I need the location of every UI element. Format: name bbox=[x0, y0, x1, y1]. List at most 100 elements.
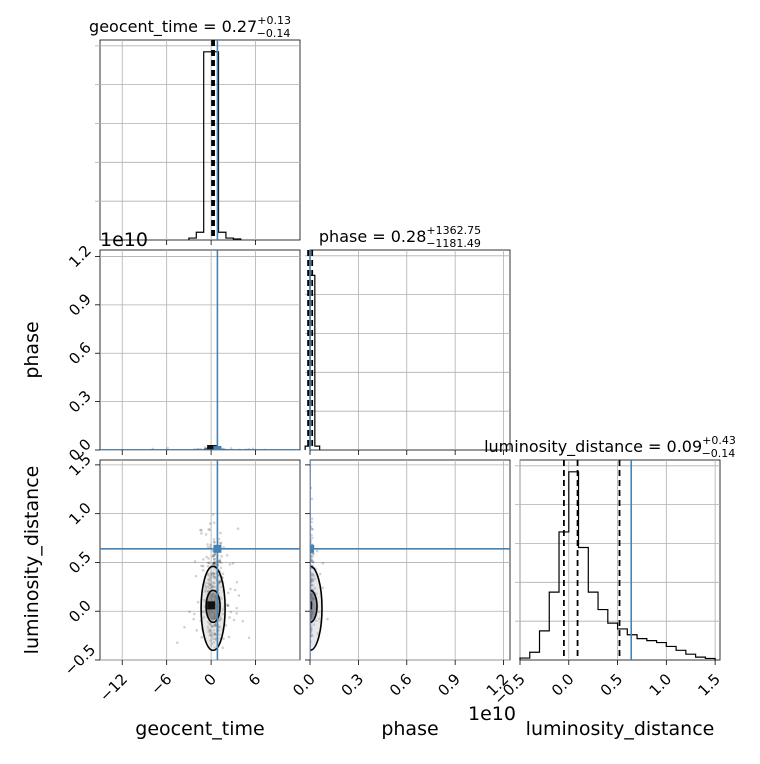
x-axis-label-geocent_time: geocent_time bbox=[135, 718, 264, 740]
sample-point bbox=[211, 450, 214, 453]
sample-point bbox=[211, 555, 215, 559]
sample-point bbox=[208, 622, 212, 626]
sample-point bbox=[202, 616, 206, 619]
joint-geocent_time-luminosity_distance-frame bbox=[99, 459, 301, 661]
sample-point bbox=[307, 604, 310, 607]
sample-point bbox=[307, 605, 310, 608]
sample-point bbox=[306, 624, 309, 627]
sample-point bbox=[228, 616, 231, 619]
sample-point bbox=[303, 612, 306, 615]
title-plus: +1362.75 bbox=[426, 224, 481, 237]
x-tick-label-phase: 0.0 bbox=[289, 670, 319, 700]
sample-point bbox=[206, 589, 210, 593]
sample-point bbox=[313, 586, 317, 590]
sample-point bbox=[313, 577, 317, 581]
sample-point bbox=[212, 628, 216, 632]
sample-point bbox=[213, 575, 217, 579]
sample-point bbox=[213, 632, 216, 636]
x-tick-label-phase: 0.3 bbox=[338, 670, 368, 700]
sample-point bbox=[208, 528, 212, 532]
sample-point bbox=[210, 642, 214, 646]
sample-point bbox=[206, 564, 210, 568]
sample-point bbox=[301, 620, 304, 623]
sample-point bbox=[213, 624, 217, 628]
sample-point bbox=[213, 576, 216, 580]
title-plus: +0.43 bbox=[702, 434, 736, 447]
x-tick-label-geocent_time: 0 bbox=[200, 670, 219, 689]
sample-point bbox=[206, 581, 209, 585]
sample-point bbox=[206, 625, 210, 629]
sample-point bbox=[212, 521, 216, 525]
sample-point bbox=[218, 580, 222, 584]
contour-outer bbox=[200, 565, 226, 652]
y-tick-label-luminosity_distance: −0.5 bbox=[61, 641, 99, 679]
sample-point bbox=[307, 607, 310, 610]
sample-point bbox=[221, 646, 225, 650]
marginal-geocent_time bbox=[95, 39, 301, 241]
sample-point bbox=[306, 621, 309, 624]
sample-point bbox=[306, 612, 309, 615]
sample-point bbox=[211, 574, 215, 578]
sample-point bbox=[307, 621, 310, 624]
sample-point bbox=[314, 592, 318, 596]
contour-outer bbox=[310, 565, 323, 652]
samples bbox=[100, 460, 300, 660]
sample-point bbox=[247, 636, 251, 640]
sample-point bbox=[310, 580, 314, 583]
sample-point bbox=[221, 608, 225, 611]
x-tick-label-luminosity_distance: 0.0 bbox=[548, 670, 578, 700]
sample-point bbox=[205, 450, 208, 453]
sample-point bbox=[209, 543, 213, 547]
sample-point bbox=[209, 633, 212, 636]
density-peak bbox=[207, 601, 216, 610]
sample-point bbox=[235, 606, 238, 610]
sample-point bbox=[311, 579, 314, 582]
sample-point bbox=[226, 604, 230, 608]
sample-point bbox=[207, 527, 210, 531]
sample-point bbox=[192, 617, 195, 621]
marginal-phase bbox=[304, 249, 511, 451]
sample-point bbox=[227, 635, 231, 639]
marginal-phase-frame bbox=[309, 249, 511, 451]
sample-point bbox=[208, 622, 211, 626]
density-peak bbox=[207, 445, 218, 450]
panel-title-phase: phase = 0.28+1362.75 −1181.49 bbox=[319, 224, 481, 250]
sample-point bbox=[226, 591, 230, 595]
sample-point bbox=[212, 540, 216, 544]
sample-point bbox=[213, 450, 216, 453]
sample-point bbox=[211, 585, 215, 589]
sample-point bbox=[307, 615, 310, 618]
sample-point bbox=[217, 581, 221, 585]
truth-point bbox=[310, 544, 314, 553]
sample-point bbox=[214, 638, 218, 642]
sample-point bbox=[202, 610, 206, 613]
sample-point bbox=[305, 601, 308, 604]
title-minus: −1181.49 bbox=[426, 237, 481, 250]
sample-point bbox=[213, 541, 216, 544]
sample-point bbox=[211, 513, 215, 516]
sample-point bbox=[311, 572, 315, 576]
sample-point bbox=[310, 533, 313, 537]
sample-point bbox=[317, 617, 321, 620]
sample-point bbox=[241, 619, 245, 623]
sample-point bbox=[306, 613, 309, 616]
sample-point bbox=[220, 450, 223, 453]
title-plus: +0.13 bbox=[257, 14, 291, 27]
x-axis-label-phase: phase bbox=[381, 718, 438, 740]
sample-point bbox=[200, 529, 203, 532]
sample-point bbox=[200, 532, 203, 535]
sample-point bbox=[209, 583, 213, 587]
sample-point bbox=[213, 622, 217, 626]
sample-point bbox=[307, 563, 310, 566]
sample-point bbox=[213, 633, 217, 637]
sample-point bbox=[206, 561, 210, 565]
sample-point bbox=[307, 588, 310, 591]
sample-point bbox=[233, 588, 237, 592]
sample-point bbox=[307, 624, 310, 627]
sample-point bbox=[212, 582, 215, 585]
sample-point bbox=[307, 616, 310, 619]
sample-point bbox=[307, 576, 310, 579]
sample-point bbox=[310, 517, 314, 520]
sample-point bbox=[206, 545, 210, 549]
sample-point bbox=[203, 584, 207, 587]
